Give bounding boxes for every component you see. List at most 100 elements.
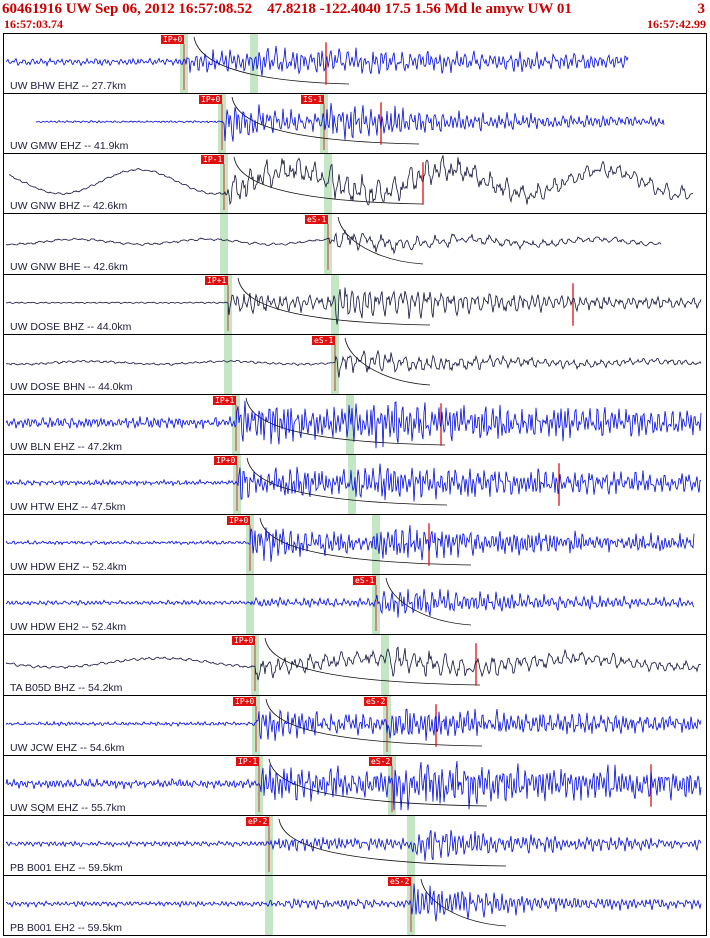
trace-row[interactable]: UW HTW EHZ -- 47.5km IP+0 — [4, 454, 706, 516]
trace-row[interactable]: PB B001 EHZ -- 59.5km eP-2 — [4, 815, 706, 876]
waveform[interactable] — [4, 214, 706, 273]
trace-row[interactable]: UW DOSE BHN -- 44.0km eS-1 — [4, 334, 706, 395]
traveltime-curve — [233, 157, 424, 205]
seismogram-trace — [5, 829, 702, 861]
seismogram-trace — [5, 589, 695, 618]
seismogram-trace — [5, 45, 629, 77]
plot-area[interactable]: UW BHW EHZ -- 27.7km IP+0 UW GMW EHZ -- … — [3, 33, 707, 936]
seismogram-trace — [5, 463, 702, 502]
s-pick-flag[interactable]: eS-2 — [364, 696, 388, 706]
trace-label: UW DOSE BHZ -- 44.0km — [10, 320, 132, 333]
p-pick-flag[interactable]: IP+0 — [199, 95, 223, 105]
waveform[interactable] — [4, 575, 706, 634]
trace-row[interactable]: TA B05D BHZ -- 54.2km IP+0 — [4, 635, 706, 696]
p-pick-flag[interactable]: IP+0 — [232, 636, 256, 646]
waveform[interactable] — [4, 756, 706, 815]
s-pick-flag[interactable]: eS-1 — [353, 576, 377, 586]
traveltime-curve — [420, 878, 507, 927]
trace-row[interactable]: UW DOSE BHZ -- 44.0km IP+1 — [4, 274, 706, 335]
s-phase-window-band — [407, 815, 415, 875]
s-pick-flag[interactable]: eS-2 — [369, 756, 393, 766]
traveltime-curve — [193, 36, 350, 85]
trace-label: UW HDW EH2 -- 52.4km — [10, 621, 127, 634]
trace-label: UW JCW EHZ -- 54.6km — [10, 741, 125, 754]
seismogram-trace — [5, 349, 702, 378]
waveform[interactable] — [4, 34, 706, 93]
p-pick-flag[interactable]: IP-1 — [201, 155, 225, 165]
p-pick-flag[interactable]: IP+0 — [214, 455, 238, 465]
seismogram-trace — [5, 525, 695, 563]
trace-row[interactable]: UW HDW EHZ -- 52.4km IP+0 — [4, 515, 706, 576]
trace-row[interactable]: UW HDW EH2 -- 52.4km eS-1 — [4, 575, 706, 636]
traveltime-curve — [268, 758, 488, 807]
seismogram-trace — [5, 400, 702, 449]
waveform[interactable] — [4, 154, 706, 213]
waveform[interactable] — [4, 94, 706, 153]
trace-label: UW HTW EHZ -- 47.5km — [10, 501, 126, 514]
traveltime-curve — [344, 337, 431, 386]
traveltime-curve — [337, 217, 424, 265]
trace-row[interactable]: UW JCW EHZ -- 54.6km IP+0 eS-2 — [4, 695, 706, 756]
p-pick-flag[interactable]: eP-2 — [246, 816, 270, 826]
waveform[interactable] — [4, 275, 706, 334]
window-end-time: 16:57:42.99 — [647, 17, 706, 31]
traveltime-curve — [245, 397, 446, 446]
waveform[interactable] — [4, 816, 706, 875]
window-start-time: 16:57:03.74 — [4, 17, 63, 31]
time-window-row: 16:57:03.74 16:57:42.99 — [0, 17, 710, 31]
trace-label: UW GNW BHE -- 42.6km — [10, 260, 128, 273]
traveltime-curve — [231, 97, 420, 145]
waveform[interactable] — [4, 515, 706, 574]
event-summary: 60461916 UW Sep 06, 2012 16:57:08.52 47.… — [2, 1, 572, 17]
seismogram-trace — [35, 103, 665, 142]
traveltime-curve — [278, 818, 507, 867]
s-pick-flag[interactable]: eS-1 — [312, 335, 336, 345]
trace-label: PB B001 EHZ -- 59.5km — [10, 861, 123, 874]
seismogram-trace — [5, 646, 702, 681]
p-pick-flag[interactable]: IP+0 — [161, 35, 185, 44]
traveltime-curve — [385, 578, 472, 626]
trace-label: UW BHW EHZ -- 27.7km — [10, 80, 127, 93]
p-pick-flag[interactable]: IP+1 — [213, 395, 237, 405]
waveform[interactable] — [4, 455, 706, 514]
trace-row[interactable]: UW GMW EHZ -- 41.9km IP+0 IS-1 — [4, 94, 706, 155]
trace-label: UW HDW EHZ -- 52.4km — [10, 561, 127, 574]
trace-row[interactable]: UW BHW EHZ -- 27.7km IP+0 — [4, 34, 706, 95]
p-phase-window-band — [220, 214, 228, 274]
p-pick-flag[interactable]: IP+0 — [233, 696, 257, 706]
trace-row[interactable]: UW BLN EHZ -- 47.2km IP+1 — [4, 394, 706, 455]
traveltime-curve — [237, 277, 431, 325]
trace-row[interactable]: UW GNW BHE -- 42.6km eS-1 — [4, 214, 706, 275]
s-phase-window-band — [346, 394, 354, 454]
trace-row[interactable]: UW SQM EHZ -- 55.7km IP-1 eS-2 — [4, 755, 706, 816]
trace-row[interactable]: UW GNW BHZ -- 42.6km IP-1 — [4, 154, 706, 215]
s-pick-flag[interactable]: eS-1 — [305, 215, 329, 225]
seismogram-trace — [5, 229, 662, 255]
seismogram-trace — [5, 760, 702, 810]
s-phase-window-band — [381, 635, 389, 695]
p-pick-flag[interactable]: IP+0 — [227, 516, 251, 526]
trace-label: UW GMW EHZ -- 41.9km — [10, 140, 129, 153]
trace-label: UW SQM EHZ -- 55.7km — [10, 801, 126, 814]
waveform[interactable] — [4, 395, 706, 454]
seismogram-trace — [5, 287, 702, 325]
trace-label: UW GNW BHZ -- 42.6km — [10, 200, 128, 213]
waveform[interactable] — [4, 335, 706, 394]
s-pick-flag[interactable]: IS-1 — [301, 95, 325, 105]
trace-row[interactable]: PB B001 EH2 -- 59.5km eS-2 — [4, 875, 706, 936]
window-count: 3 — [697, 1, 706, 17]
p-phase-window-band — [246, 575, 254, 635]
p-pick-flag[interactable]: IP+1 — [205, 275, 229, 285]
p-phase-window-band — [224, 334, 232, 394]
seismogram-trace — [5, 708, 702, 741]
traveltime-curve — [264, 638, 481, 686]
p-pick-flag[interactable]: IP-1 — [236, 756, 260, 766]
waveform[interactable] — [4, 635, 706, 694]
p-phase-window-band — [265, 875, 273, 936]
waveform[interactable] — [4, 876, 706, 935]
waveform[interactable] — [4, 696, 706, 755]
s-pick-flag[interactable]: eS-2 — [388, 876, 412, 886]
traveltime-curve — [265, 698, 483, 746]
event-header: 60461916 UW Sep 06, 2012 16:57:08.52 47.… — [0, 0, 710, 17]
seismogram-trace — [8, 155, 694, 206]
